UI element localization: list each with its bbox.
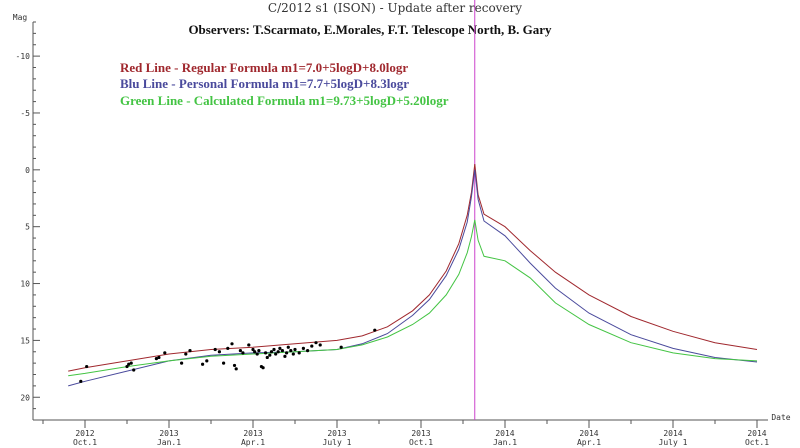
observation-point	[289, 349, 293, 353]
observation-point	[373, 328, 377, 332]
observation-point	[213, 347, 217, 352]
x-tick-year: 2012	[75, 429, 94, 438]
legend-red-line: Red Line - Regular Formula m1=7.0+5logD+…	[120, 60, 408, 75]
x-tick-date: Oct.1	[73, 438, 97, 447]
y-tick-label: 5	[25, 223, 30, 232]
observation-point	[247, 343, 251, 347]
observation-point	[188, 349, 192, 353]
x-tick-date: Jan.1	[157, 438, 181, 447]
y-tick-label: 10	[20, 280, 30, 289]
observation-point	[232, 363, 237, 368]
observation-point	[264, 351, 268, 355]
x-tick-date: July 1	[323, 438, 352, 447]
x-tick-date: Apr.1	[577, 438, 601, 447]
x-tick-date: July 1	[659, 438, 688, 447]
observation-point	[184, 352, 188, 356]
x-tick-year: 2013	[159, 429, 178, 438]
observation-point	[125, 364, 129, 369]
series-line-1	[68, 169, 758, 387]
observation-point	[257, 349, 261, 353]
observation-point	[253, 350, 257, 354]
observation-point	[293, 347, 297, 352]
series-lines	[68, 164, 758, 387]
observation-point	[79, 379, 83, 383]
observation-point	[276, 350, 280, 354]
x-tick-date: Oct.1	[745, 438, 769, 447]
observation-point	[278, 346, 282, 350]
observation-point	[85, 364, 89, 369]
observation-point	[274, 352, 278, 356]
observation-point	[217, 350, 221, 354]
observation-point	[251, 347, 255, 352]
legend-green-line: Green Line - Calculated Formula m1=9.73+…	[120, 93, 449, 108]
series-line-2	[68, 219, 758, 377]
y-tick-label: -5	[20, 109, 30, 118]
observations	[79, 328, 377, 383]
observation-point	[255, 352, 259, 356]
series-line-0	[68, 164, 758, 372]
x-tick-date: Oct.1	[409, 438, 433, 447]
x-tick-year: 2014	[495, 429, 514, 438]
y-tick-label: 15	[20, 336, 30, 345]
observation-point	[280, 349, 284, 353]
x-axis-label: Date	[771, 413, 790, 422]
observation-point	[230, 342, 234, 346]
observation-point	[291, 352, 295, 356]
observation-point	[180, 361, 184, 365]
observation-point	[241, 351, 245, 355]
observation-point	[205, 359, 209, 363]
observation-point	[154, 356, 158, 361]
observation-point	[283, 354, 287, 358]
observation-point	[129, 361, 133, 365]
observation-point	[157, 355, 161, 360]
observation-point	[201, 362, 205, 366]
chart-subtitle: Observers: T.Scarmato, E.Morales, F.T. T…	[188, 22, 552, 37]
x-tick-date: Jan.1	[493, 438, 517, 447]
x-tick-year: 2014	[663, 429, 682, 438]
y-tick-label: 0	[25, 166, 30, 175]
y-tick-label: 20	[20, 393, 30, 402]
y-axis-label: Mag	[13, 13, 28, 22]
observation-point	[132, 368, 136, 372]
x-tick-date: Apr.1	[241, 438, 265, 447]
observation-point	[285, 351, 289, 355]
observation-point	[286, 345, 290, 349]
observation-point	[222, 361, 226, 365]
observation-point	[297, 351, 301, 355]
observation-point	[261, 366, 265, 370]
observation-point	[301, 346, 305, 350]
observation-point	[226, 346, 230, 350]
observation-point	[269, 350, 274, 354]
observation-point	[265, 355, 269, 360]
axes: MagDate-10-5051015202012Oct.12013Jan.120…	[13, 13, 791, 447]
x-tick-year: 2014	[579, 429, 598, 438]
observation-point	[314, 341, 318, 345]
x-tick-year: 2013	[243, 429, 262, 438]
observation-point	[127, 362, 131, 366]
x-tick-year: 2014	[747, 429, 766, 438]
observation-point	[238, 349, 242, 353]
observation-point	[163, 351, 167, 355]
observation-point	[234, 367, 238, 371]
observation-point	[339, 345, 343, 349]
x-tick-year: 2013	[327, 429, 346, 438]
observation-point	[268, 353, 272, 357]
legend-blue-line: Blu Line - Personal Formula m1=7.7+5logD…	[120, 76, 409, 91]
y-tick-label: -10	[16, 52, 31, 61]
observation-point	[310, 344, 314, 348]
chart-title: C/2012 s1 (ISON) - Update after recovery	[268, 1, 522, 15]
observation-point	[306, 349, 310, 353]
observation-point	[272, 347, 276, 352]
x-tick-year: 2013	[411, 429, 430, 438]
observation-point	[318, 343, 322, 347]
